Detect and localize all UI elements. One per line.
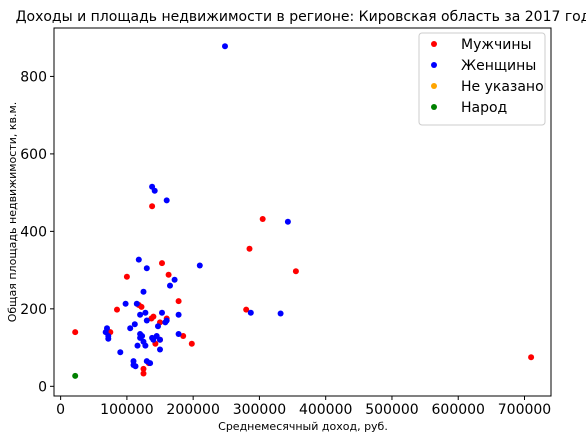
data-point (163, 197, 170, 204)
legend-marker (431, 104, 437, 110)
data-point (138, 303, 145, 310)
data-point (159, 260, 165, 267)
legend-label: Народ (461, 100, 507, 116)
data-point (122, 300, 129, 307)
data-point (140, 365, 147, 372)
y-tick-label: 400 (20, 224, 47, 240)
legend-marker (431, 83, 437, 89)
x-tick-label: 300000 (233, 402, 286, 418)
data-point (117, 349, 124, 356)
y-axis-ticks: 0 200 400 600 800 (20, 69, 54, 395)
data-point (277, 310, 284, 317)
data-point (142, 342, 149, 349)
data-point (167, 282, 173, 289)
plot-frame (53, 27, 552, 397)
chart-title: Доходы и площадь недвижимости в регионе:… (16, 9, 586, 25)
legend-box (418, 32, 546, 126)
data-point (284, 218, 291, 225)
data-point (149, 203, 156, 210)
legend-marker (431, 62, 437, 68)
data-point (139, 333, 146, 339)
x-axis-label: Среднемесячный доход, руб. (218, 420, 388, 433)
y-tick-label: 0 (38, 379, 47, 395)
data-point (72, 372, 79, 379)
data-point (140, 288, 147, 295)
data-point (247, 309, 254, 316)
data-point (163, 317, 170, 324)
x-axis-ticks: 0 100000 200000 300000 400000 500000 600000 700… (56, 396, 551, 418)
x-tick-label: 200000 (166, 402, 219, 418)
data-point (127, 325, 134, 332)
y-tick-label: 600 (20, 147, 47, 163)
data-point (243, 306, 250, 313)
x-tick-label: 700000 (498, 402, 551, 418)
data-point (159, 309, 165, 316)
legend-label: Не указано (461, 79, 544, 95)
data-point (150, 313, 157, 320)
data-point (222, 43, 228, 50)
data-point (72, 329, 79, 336)
data-point (175, 298, 182, 305)
data-point (143, 265, 150, 272)
data-point (157, 346, 163, 353)
y-tick-label: 800 (20, 69, 47, 85)
data-point (188, 340, 195, 347)
data-point (157, 336, 163, 343)
data-point (105, 335, 112, 342)
data-point (175, 331, 182, 337)
data-point (528, 354, 535, 361)
y-tick-label: 200 (20, 302, 47, 318)
x-tick-label: 600000 (432, 402, 485, 418)
data-point (140, 370, 147, 377)
x-tick-label: 0 (56, 402, 65, 418)
data-point (137, 311, 144, 318)
data-point (123, 273, 130, 280)
legend-marker (431, 41, 437, 47)
data-point (132, 363, 139, 370)
x-tick-label: 100000 (100, 402, 153, 418)
data-point (133, 300, 140, 307)
data-point (114, 306, 120, 313)
legend-label: Мужчины (461, 37, 532, 53)
data-point (147, 360, 154, 367)
data-point (142, 309, 149, 316)
data-point (165, 271, 172, 278)
x-tick-label: 400000 (299, 402, 352, 418)
data-point (292, 268, 299, 275)
data-point (104, 325, 110, 332)
y-axis-label: Общая площадь недвижимости, кв.м. (6, 102, 19, 323)
data-point (134, 342, 141, 349)
data-point (175, 311, 182, 318)
legend-label: Женщины (461, 58, 536, 74)
data-point (135, 256, 142, 263)
data-point (259, 216, 266, 222)
x-tick-label: 500000 (365, 402, 418, 418)
data-point (131, 321, 138, 328)
data-point (171, 276, 178, 283)
data-point (143, 317, 150, 324)
data-point (196, 262, 203, 269)
data-point (180, 333, 187, 339)
data-point (155, 323, 161, 330)
data-point (151, 187, 158, 194)
plot-area (72, 43, 535, 379)
legend: Мужчины Женщины Не указано Народ (418, 32, 546, 126)
data-point (246, 245, 253, 252)
